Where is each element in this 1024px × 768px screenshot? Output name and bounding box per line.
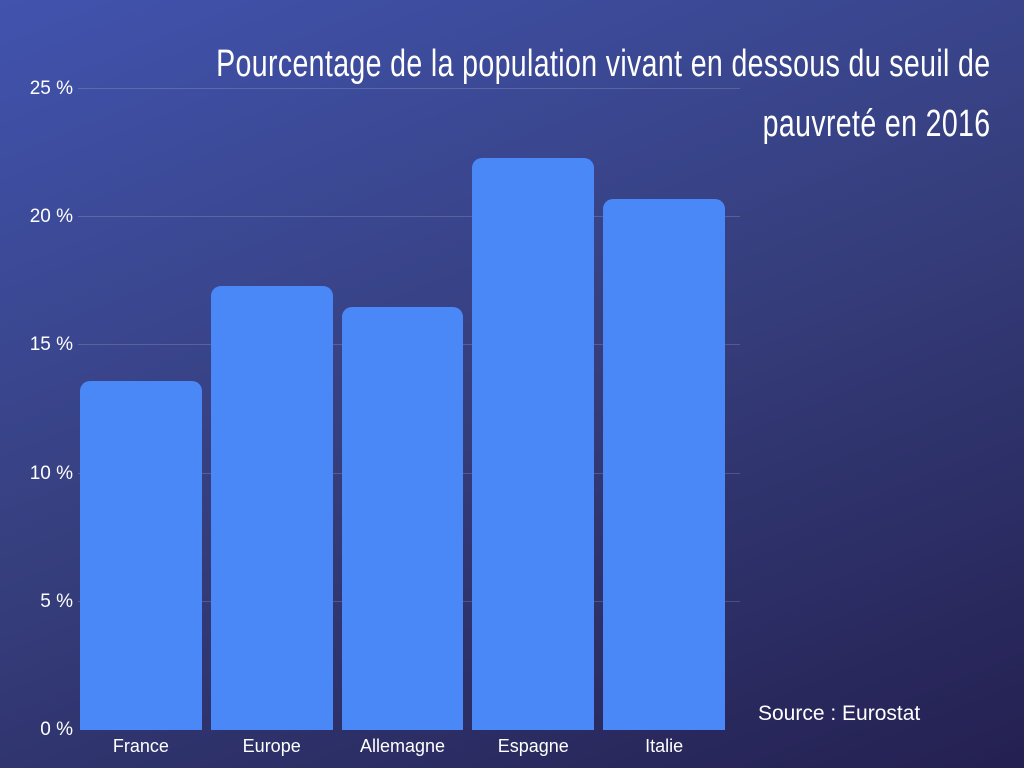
category-label: Espagne [497,736,569,756]
y-axis: 0 % 5 % 10 % 15 % 20 % 25 % [0,78,73,740]
bar-europe [210,286,333,730]
y-tick-label: 25 % [29,78,73,99]
source-label: Source : Eurostat [758,702,921,725]
bar-column: Europe [210,89,333,756]
y-tick-label: 15 % [29,334,73,356]
y-tick-label: 20 % [29,206,73,228]
category-label: Italie [645,736,684,756]
chart-title-line1: Pourcentage de la population vivant en d… [215,43,990,85]
bar-column: Espagne [472,89,595,756]
chart-title-line2: pauvreté en 2016 [762,103,990,145]
gridline [78,216,740,218]
y-tick-label: 0 % [40,719,73,740]
category-label: France [112,736,169,756]
bar-column: Allemagne [341,89,464,756]
chart-title: Pourcentage de la population vivant en d… [216,34,990,154]
category-label: Europe [242,736,301,756]
category-label: Allemagne [359,736,446,756]
bars-row: France Europe Allemagne Espagne Italie [80,89,725,756]
y-tick-label: 5 % [40,590,73,612]
bar-column: Italie [603,89,725,756]
bar-france [80,381,202,730]
bar-italie [603,199,725,730]
bar-espagne [472,158,595,730]
bar-column: France [80,89,202,756]
gridline [78,88,740,89]
bar-allemagne [341,306,464,730]
plot-area: France Europe Allemagne Espagne Italie [78,88,740,756]
y-tick-label: 10 % [29,462,73,484]
